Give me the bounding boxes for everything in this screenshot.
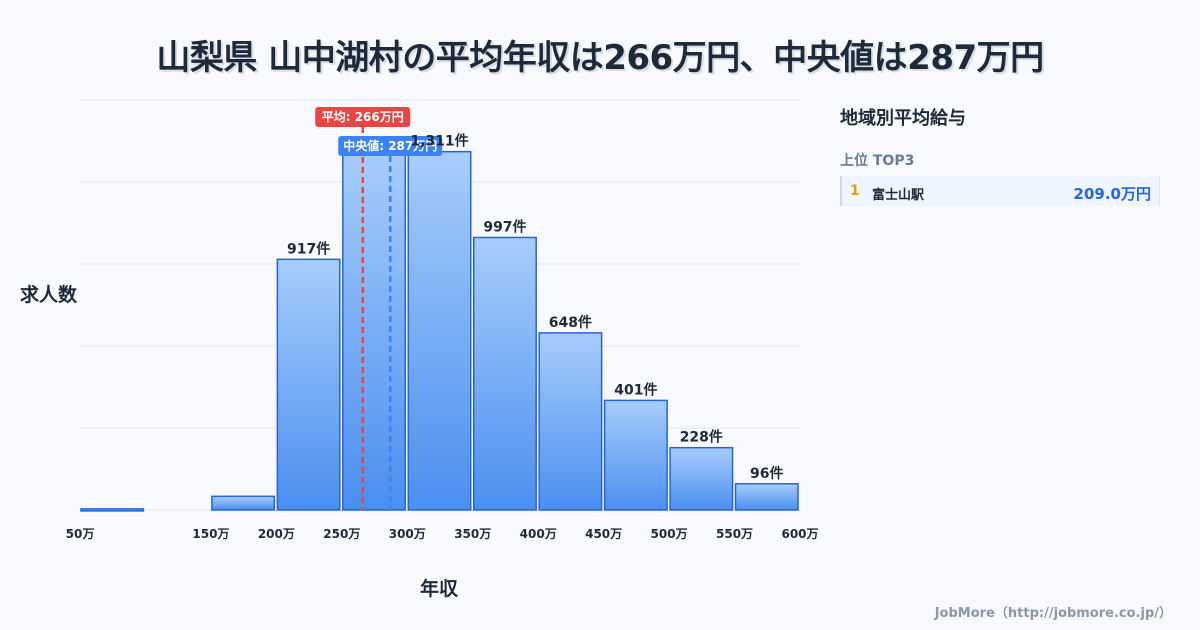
- x-tick-label: 300万: [389, 527, 426, 541]
- x-tick-label: 450万: [585, 527, 622, 541]
- x-tick-label: 350万: [454, 527, 491, 541]
- histogram-bar: [472, 236, 537, 511]
- median-tag: [338, 136, 443, 156]
- rank-number: 1: [850, 183, 860, 199]
- mean-tag: [315, 107, 411, 127]
- sidebar-subtitle: 上位 TOP3: [840, 153, 915, 169]
- x-tick-label: 400万: [520, 527, 557, 541]
- x-axis-label: 年収: [420, 578, 459, 600]
- histogram-bar: [669, 446, 734, 511]
- histogram-bar: [538, 332, 603, 511]
- bar-value-label: 1,311件: [410, 133, 468, 150]
- median-tag-label: 中央値: 287万円: [343, 138, 437, 153]
- histogram-bar: [276, 258, 341, 511]
- x-tick-label: 600万: [781, 527, 818, 541]
- histogram-bar: [342, 147, 407, 511]
- bar-value-label: 96件: [750, 465, 783, 482]
- sidebar-title: 地域別平均給与: [840, 108, 966, 129]
- histogram-bar: [603, 399, 668, 511]
- y-axis-label: 求人数: [20, 284, 78, 306]
- histogram-bar: [80, 508, 145, 512]
- rank-station-name: 富士山駅: [872, 188, 925, 203]
- histogram-bar: [734, 483, 799, 511]
- x-tick-label: 150万: [192, 527, 229, 541]
- rank-salary-value: 209.0万円: [1073, 185, 1151, 203]
- bar-value-label: 917件: [287, 240, 330, 257]
- histogram-bar: [211, 495, 276, 511]
- page-title: 山梨県 山中湖村の平均年収は266万円、中央値は287万円: [156, 38, 1044, 78]
- x-tick-label: 50万: [66, 527, 95, 541]
- bar-value-label: 648件: [549, 314, 592, 331]
- x-tick-label: 500万: [651, 527, 688, 541]
- x-tick-label: 250万: [323, 527, 360, 541]
- x-tick-label: 200万: [258, 527, 295, 541]
- bar-value-label: 401件: [614, 381, 657, 398]
- histogram-bar: [407, 150, 472, 511]
- ranking-row[interactable]: 1 富士山駅 209.0万円: [840, 176, 1160, 206]
- footer-credit: JobMore（http://jobmore.co.jp/）: [934, 606, 1172, 621]
- x-tick-label: 550万: [716, 527, 753, 541]
- bar-value-label: 997件: [483, 218, 526, 235]
- mean-tag-label: 平均: 266万円: [322, 109, 404, 124]
- bar-value-label: 228件: [680, 429, 723, 446]
